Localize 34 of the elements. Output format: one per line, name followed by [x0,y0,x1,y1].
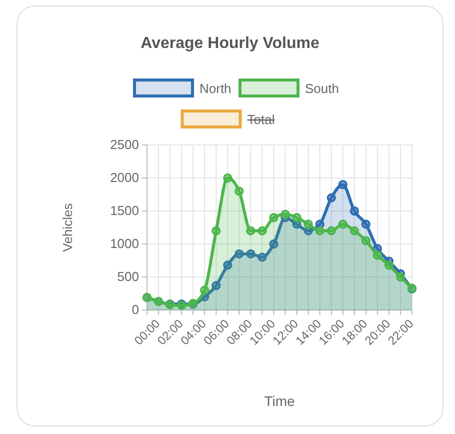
point [292,213,302,222]
y-tick-label: 500 [117,269,139,284]
x-axis-title: Time [264,393,296,409]
point [280,210,290,219]
legend-label: Total [247,112,275,127]
point [338,220,348,229]
point [326,193,336,202]
point [384,260,394,270]
y-tick-label: 1500 [110,203,139,218]
point [212,226,221,236]
y-tick-label: 2500 [110,137,139,152]
point [350,226,359,236]
point [361,236,370,246]
y-axis-title: Vehicles [60,202,75,252]
y-tick-label: 2000 [110,170,139,186]
point [258,226,267,236]
point [315,226,324,236]
point [361,220,370,229]
point [246,226,256,236]
point [350,206,359,216]
point [372,250,382,260]
chart-title: Average Hourly Volume [140,35,320,52]
y-tick-label: 0 [132,302,139,318]
point [234,186,244,196]
point [200,286,210,295]
legend-label: North [200,81,232,96]
legend-label: South [305,81,339,96]
point [223,173,232,183]
point [338,180,348,190]
point [396,272,406,282]
y-tick-label: 1000 [110,236,139,252]
point [269,213,278,222]
point [304,220,313,229]
point [326,226,336,236]
